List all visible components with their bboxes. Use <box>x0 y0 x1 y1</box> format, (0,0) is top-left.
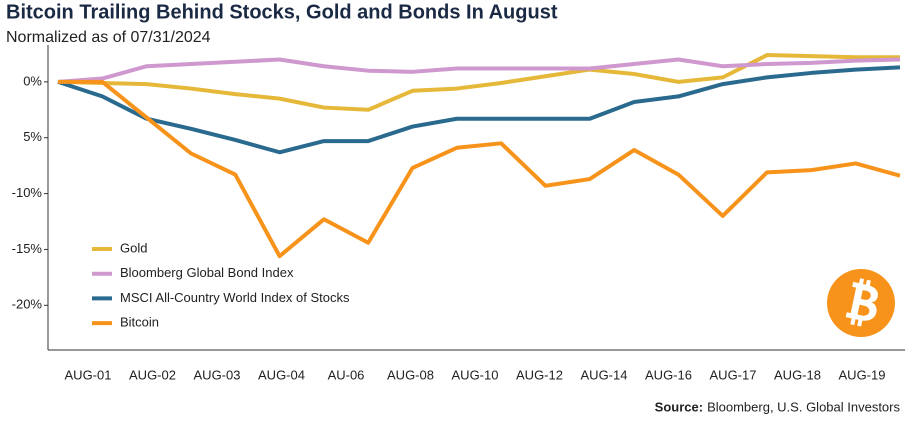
x-tick-label: AUG-12 <box>516 367 563 382</box>
series-line <box>57 57 901 84</box>
source: Bloomberg, U.S. Global Investors <box>707 399 900 414</box>
legend-label: MSCI All-Country World Index of Stocks <box>120 290 350 305</box>
series-line <box>57 53 900 112</box>
y-tick-label: -20% <box>12 297 43 312</box>
chart-title: Bitcoin Trailing Behind Stocks, Gold and… <box>6 1 558 23</box>
x-tick-label: AUG-14 <box>581 367 628 382</box>
series-line <box>58 79 901 259</box>
x-tick-label: AUG-01 <box>65 367 112 382</box>
chart-subtitle: Normalized as of 07/31/2024 <box>6 29 211 46</box>
legend-label: Gold <box>120 240 147 255</box>
y-tick-label: 0% <box>23 73 42 88</box>
x-tick-label: AUG-18 <box>774 367 821 382</box>
x-tick-label: AUG-08 <box>387 367 434 382</box>
y-tick-label: -10% <box>12 185 43 200</box>
x-tick-label: AUG-16 <box>645 367 692 382</box>
source-label: Source: <box>655 399 703 414</box>
legend-label: Bitcoin <box>120 315 159 330</box>
x-tick-label: AUG-19 <box>839 367 886 382</box>
series-line <box>57 65 901 155</box>
x-tick-label: AUG-02 <box>129 367 176 382</box>
y-tick-label: 5% <box>23 129 42 144</box>
x-tick-label: AU-06 <box>328 367 365 382</box>
y-tick-label: -15% <box>12 241 43 256</box>
bitcoin-icon <box>827 269 895 337</box>
legend-label: Bloomberg Global Bond Index <box>120 265 294 280</box>
x-tick-label: AUG-03 <box>194 367 241 382</box>
x-tick-label: AUG-04 <box>258 367 305 382</box>
x-tick-label: AUG-17 <box>710 367 757 382</box>
x-tick-label: AUG-10 <box>452 367 499 382</box>
